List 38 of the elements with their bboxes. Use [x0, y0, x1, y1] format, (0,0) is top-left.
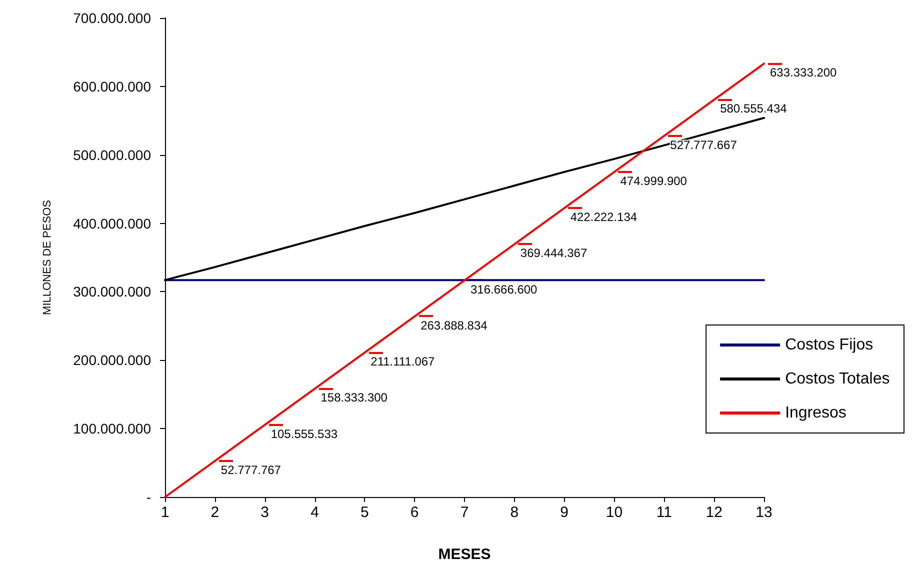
x-tick-label: 6	[410, 504, 419, 521]
y-tick-label: -	[146, 489, 152, 505]
data-label: 158.333.300	[320, 390, 388, 405]
x-tick-label: 4	[310, 504, 319, 521]
y-tick-label: 600.000.000	[73, 78, 152, 94]
y-tick-label: 300.000.000	[73, 284, 152, 300]
x-axis-title: MESES	[438, 546, 491, 563]
data-label: 52.777.767	[220, 462, 282, 477]
y-tick-label: 100.000.000	[73, 420, 152, 437]
y-tick-label: 200.000.000	[73, 352, 152, 368]
x-tick-label: 11	[656, 504, 672, 521]
data-label: 316.666.600	[470, 282, 538, 296]
data-label: 422.222.134	[570, 210, 638, 224]
data-label: 369.444.367	[520, 246, 588, 260]
data-label: 211.111.067	[370, 354, 436, 369]
data-label: 527.777.667	[670, 138, 738, 152]
x-tick-label: 5	[360, 504, 369, 521]
x-tick-label: 2	[210, 504, 220, 521]
x-tick-label: 10	[606, 504, 623, 521]
y-tick-label: 700.000.000	[73, 10, 152, 26]
x-tick-label: 1	[160, 504, 170, 521]
x-tick-label: 13	[756, 504, 772, 521]
x-tick-label: 12	[706, 504, 722, 521]
data-label: 580.555.434	[720, 102, 788, 116]
data-label: 105.555.533	[270, 426, 338, 441]
data-label: 263.888.834	[420, 318, 488, 332]
x-tick-label: 9	[560, 504, 569, 521]
legend-label: Costos Totales	[785, 370, 890, 388]
data-label: 474.999.900	[620, 174, 688, 188]
x-tick-label: 3	[260, 504, 270, 521]
x-tick-label: 7	[460, 504, 469, 521]
y-tick-label: 500.000.000	[73, 146, 152, 163]
y-axis-title: MILLONES DE PESOS	[42, 200, 54, 315]
x-tick-label: 8	[510, 504, 519, 521]
data-label: 633.333.200	[770, 66, 838, 80]
legend-label: Costos Fijos	[785, 336, 874, 354]
y-tick-label: 400.000.000	[73, 215, 152, 232]
legend-label: Ingresos	[785, 404, 846, 422]
